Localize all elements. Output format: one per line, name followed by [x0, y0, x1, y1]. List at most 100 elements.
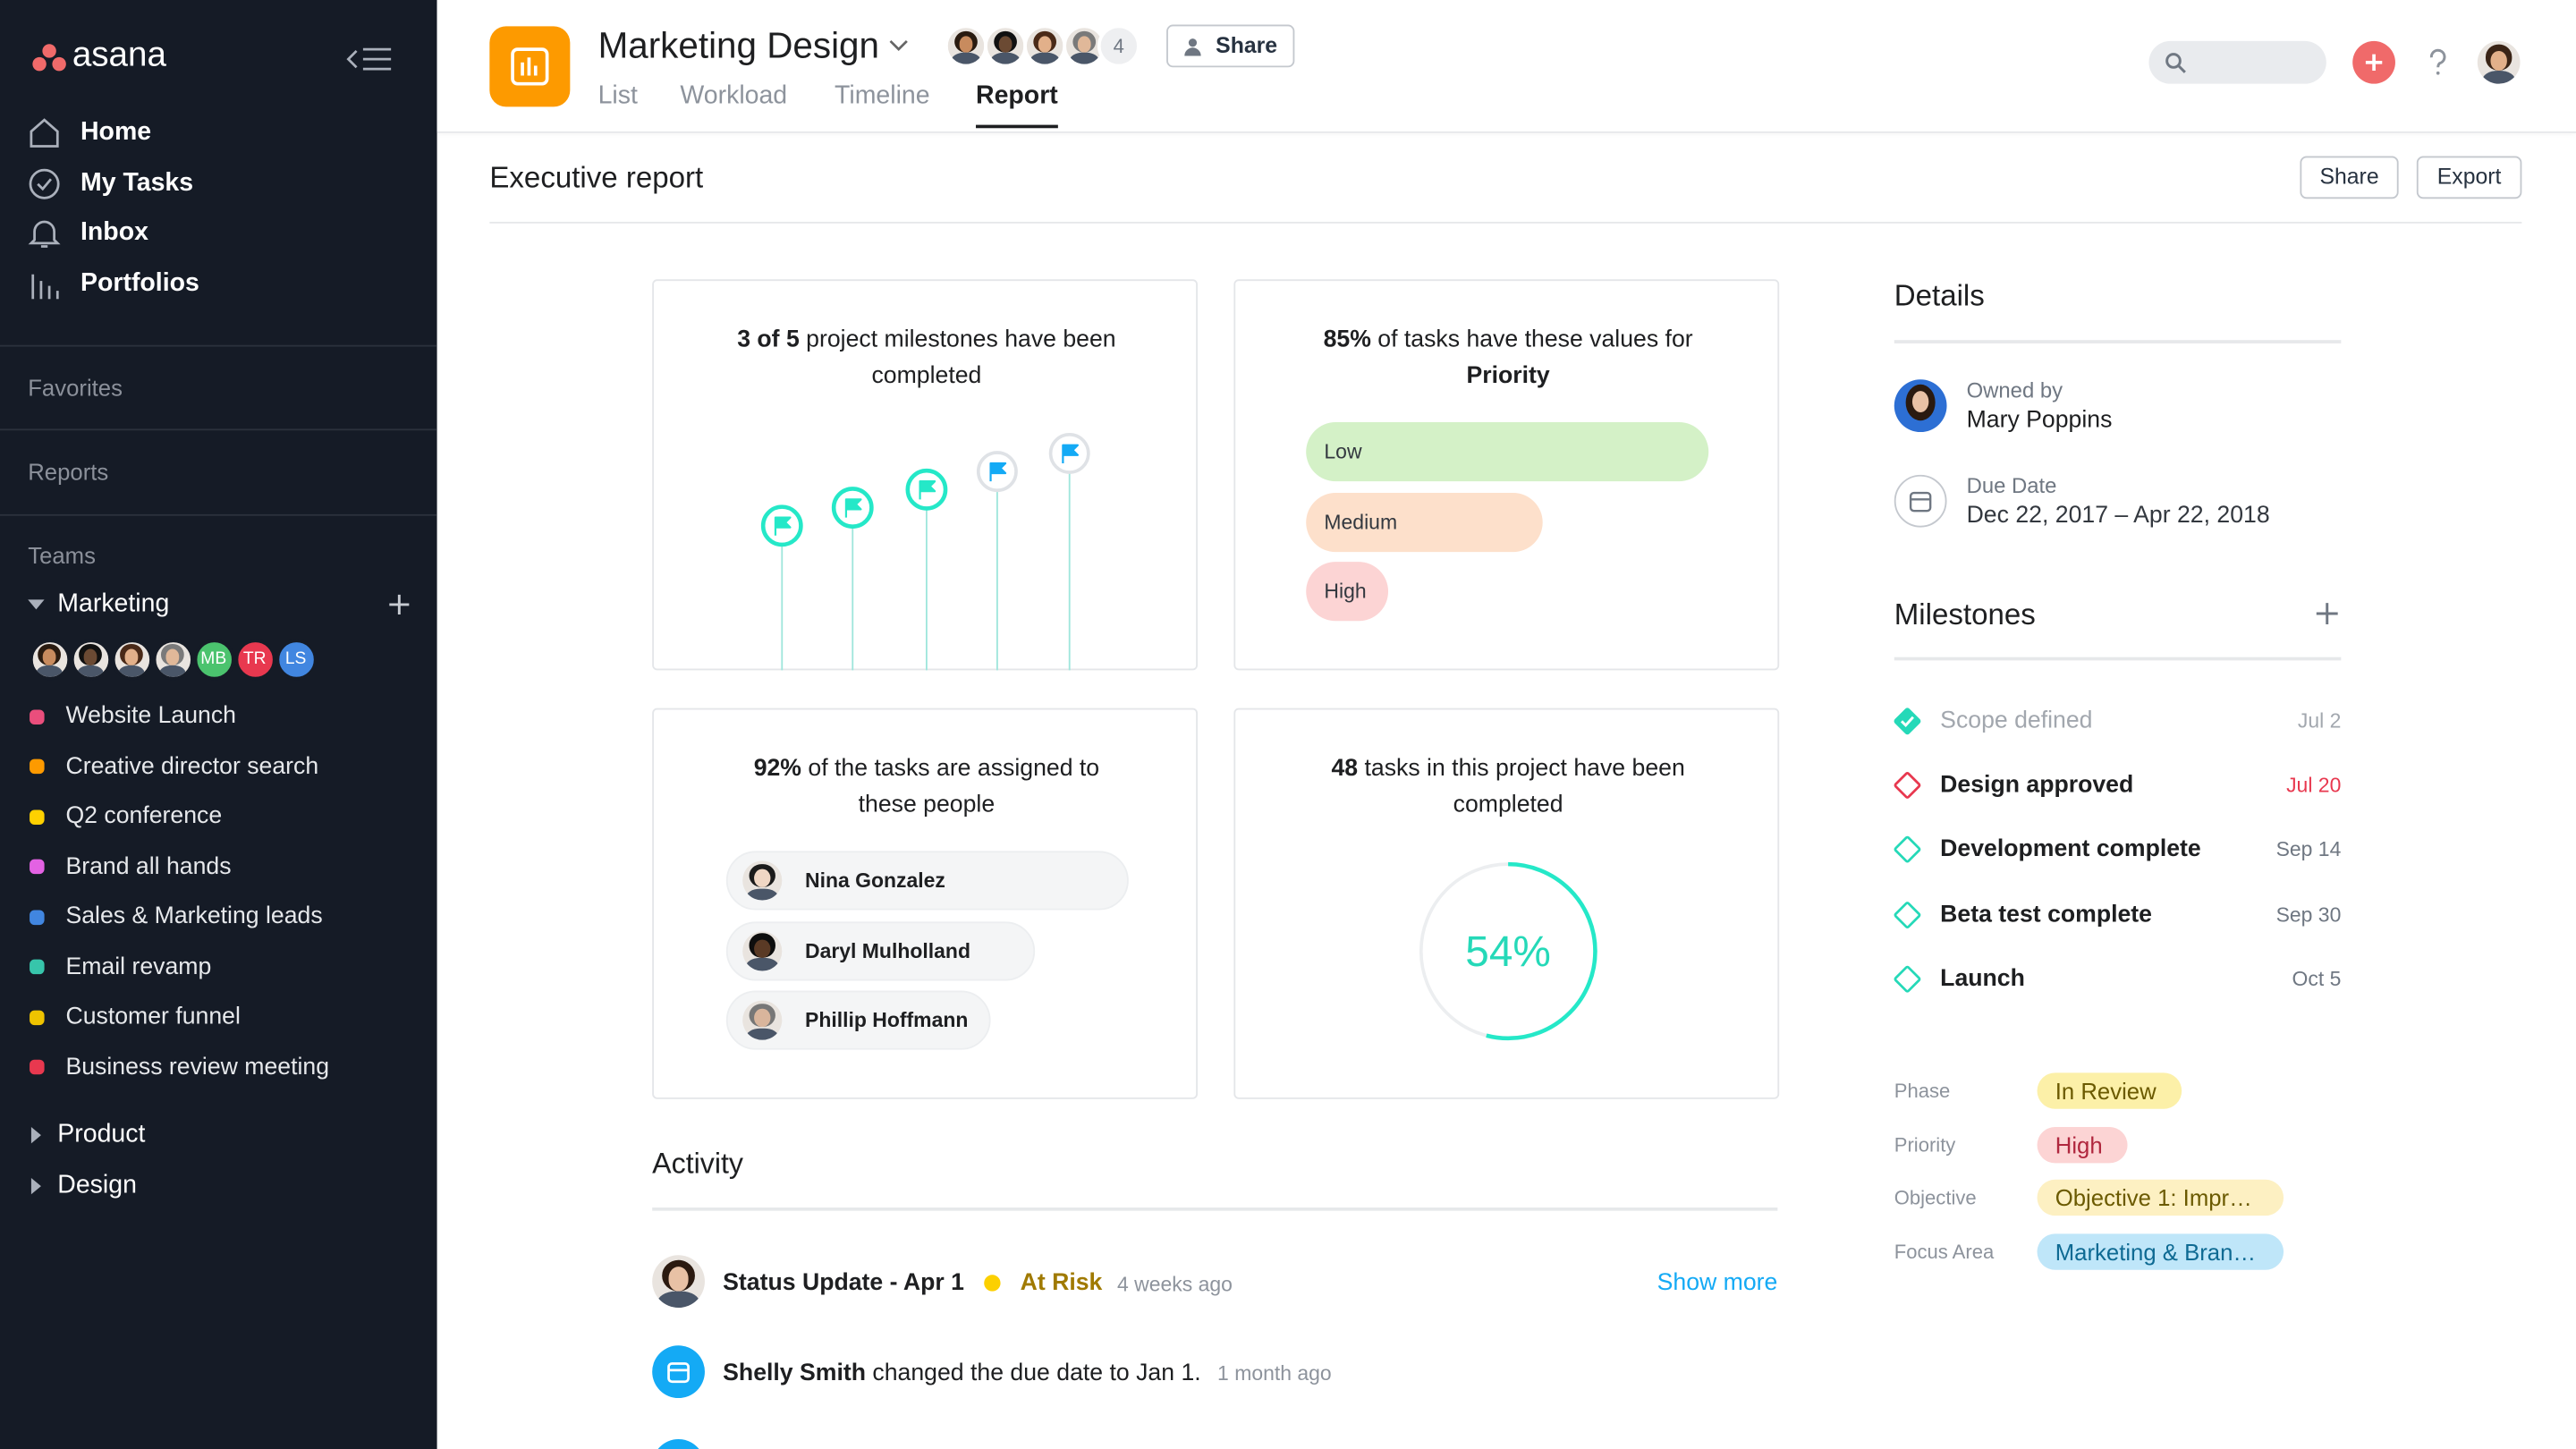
owner-avatar — [1894, 379, 1947, 433]
avatar-face — [958, 36, 974, 53]
team-name[interactable]: Design — [57, 1170, 137, 1199]
field-label: Focus Area — [1894, 1240, 1995, 1264]
avatar-face — [83, 648, 97, 665]
project-name[interactable]: Sales & Marketing leads — [65, 903, 323, 930]
field-pill: High — [2037, 1126, 2128, 1163]
section-label[interactable]: Favorites — [28, 374, 123, 402]
section-label[interactable]: Reports — [28, 458, 109, 485]
team-name[interactable]: Product — [57, 1120, 146, 1148]
member-count-text: 4 — [1113, 34, 1124, 58]
nav-icon — [30, 118, 59, 148]
tab-active[interactable]: Report — [976, 81, 1058, 111]
project-name[interactable]: Creative director search — [65, 753, 319, 780]
milestones-title: Milestones — [1894, 597, 2036, 631]
nav-item[interactable]: My Tasks — [80, 169, 194, 198]
avatar-face — [667, 1267, 690, 1292]
collapse-arrow — [346, 49, 358, 69]
due-label: Due Date — [1966, 472, 2057, 498]
project-dot — [30, 1059, 45, 1075]
avatar — [945, 24, 987, 68]
caret-shape — [28, 599, 45, 610]
diamond — [1894, 836, 1921, 864]
tab[interactable]: List — [597, 81, 638, 111]
help-icon — [2429, 48, 2446, 75]
donut-label: 54% — [1465, 926, 1551, 977]
priority-label: Medium — [1324, 510, 1398, 534]
search-box[interactable] — [2148, 40, 2326, 84]
milestone-name[interactable]: Design approved — [1940, 772, 2134, 799]
caret — [28, 599, 45, 610]
add-button[interactable] — [2352, 40, 2395, 84]
flag — [989, 462, 1007, 482]
logo-text: asana — [72, 36, 166, 74]
activity-text: changed the due date to Jan 1. — [866, 1360, 1201, 1387]
project-name[interactable]: Customer funnel — [65, 1004, 241, 1030]
person-name: Nina Gonzalez — [805, 869, 945, 893]
divider — [489, 221, 2522, 224]
project-icon — [489, 26, 571, 107]
divider — [0, 344, 437, 347]
section-label[interactable]: Teams — [28, 542, 96, 569]
report-button[interactable]: Share — [2300, 156, 2399, 199]
avatar — [29, 638, 71, 680]
priority-label: Low — [1324, 440, 1362, 463]
check — [1900, 716, 1914, 728]
share-button[interactable]: Share — [1166, 24, 1295, 68]
nav-item[interactable]: Inbox — [80, 218, 148, 247]
avatar-body — [76, 665, 105, 676]
caret — [30, 1127, 41, 1144]
milestone-name[interactable]: Launch — [1940, 965, 2025, 993]
project-name[interactable]: Q2 conference — [65, 803, 223, 830]
avatar-face — [2490, 50, 2508, 71]
nav-item[interactable]: Home — [80, 118, 152, 147]
nav-item[interactable]: Portfolios — [80, 269, 199, 298]
plus — [389, 594, 410, 614]
person-name: Daryl Mulholland — [805, 938, 970, 962]
milestone-name[interactable]: Beta test complete — [1940, 901, 2153, 928]
diamond — [1894, 772, 1921, 800]
home-icon — [30, 118, 59, 148]
project-dot — [30, 758, 45, 775]
team-name[interactable]: Marketing — [57, 589, 170, 618]
tab[interactable]: Timeline — [835, 81, 930, 111]
milestone-flags — [760, 432, 1090, 671]
diamond — [1894, 901, 1921, 928]
field-value: In Review — [2055, 1077, 2157, 1105]
project-dot — [30, 809, 45, 825]
divider — [652, 1208, 1778, 1211]
show-more-link[interactable]: Show more — [1657, 1269, 1778, 1297]
avatar-body — [1070, 53, 1099, 64]
activity-time: 1 month ago — [1217, 1361, 1332, 1385]
search-icon — [2165, 53, 2186, 73]
project-name[interactable]: Email revamp — [65, 953, 212, 980]
share-label: Share — [1216, 32, 1278, 58]
field-pill: In Review — [2037, 1072, 2182, 1109]
headline-bold: 3 of 5 — [737, 326, 800, 353]
member-initials: MB — [192, 638, 234, 680]
headline-bold: 85% — [1323, 326, 1371, 353]
card: 3 of 5 project milestones have been comp… — [652, 279, 1198, 671]
check-circle — [29, 168, 60, 199]
avatar-face — [997, 36, 1013, 53]
question-mark — [2429, 48, 2446, 68]
headline-text: tasks in this project have been complete… — [1358, 755, 1685, 818]
milestone-name[interactable]: Scope defined — [1940, 708, 2093, 735]
project-name[interactable]: Website Launch — [65, 703, 236, 730]
activity-author: Shelly Smith — [723, 1360, 867, 1387]
tab[interactable]: Workload — [680, 81, 788, 111]
project-name[interactable]: Brand all hands — [65, 853, 232, 880]
avatar-face — [1038, 36, 1053, 53]
card-headline: 3 of 5 project milestones have been comp… — [725, 322, 1128, 394]
avatar — [742, 1000, 783, 1040]
report-button[interactable]: Export — [2416, 156, 2522, 199]
avatar-body — [746, 1028, 778, 1040]
avatar — [742, 930, 783, 970]
avatar-body — [117, 665, 146, 676]
project-name[interactable]: Business review meeting — [65, 1054, 330, 1080]
headline-bold: 48 — [1331, 755, 1359, 783]
avatar — [1023, 24, 1067, 68]
collapse-icon — [346, 47, 392, 71]
milestone-name[interactable]: Development complete — [1940, 836, 2201, 864]
add-milestone[interactable] — [2316, 603, 2338, 624]
